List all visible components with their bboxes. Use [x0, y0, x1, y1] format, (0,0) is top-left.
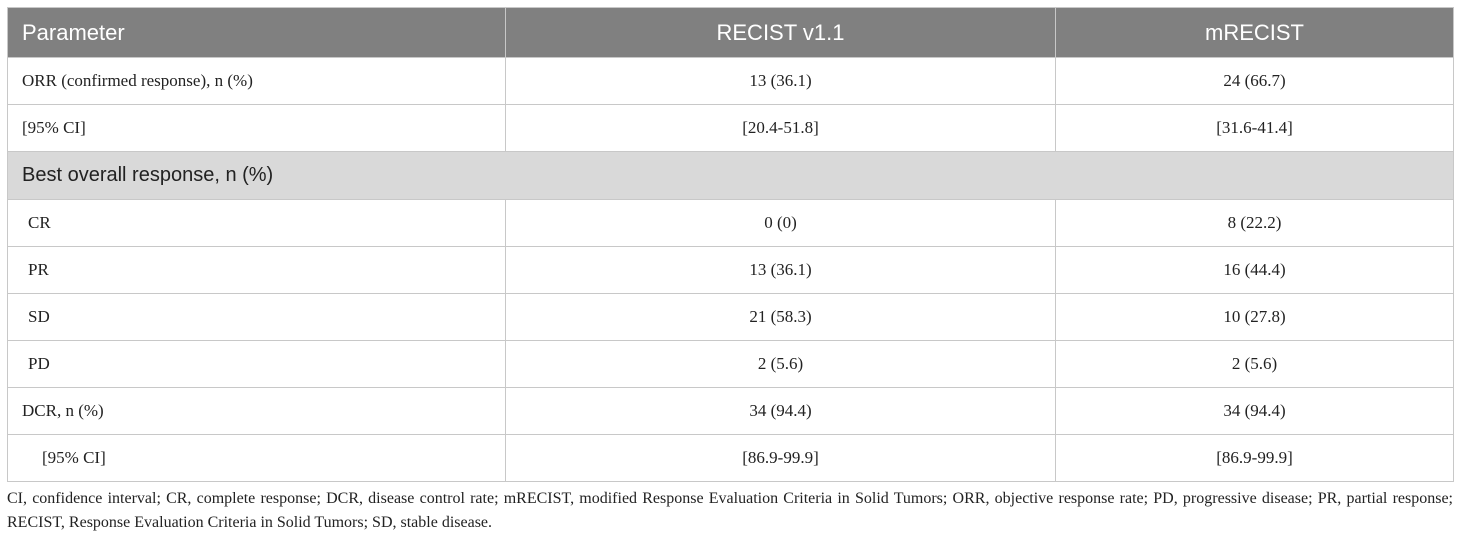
table-cell: 34 (94.4) [505, 387, 1056, 435]
table-cell: [95% CI] [7, 104, 506, 152]
table-cell: 13 (36.1) [505, 246, 1056, 294]
table-row: SD 21 (58.3) 10 (27.8) [7, 293, 1454, 341]
table-cell: 16 (44.4) [1055, 246, 1454, 294]
table-row: [95% CI] [20.4-51.8] [31.6-41.4] [7, 104, 1454, 152]
column-header: mRECIST [1055, 7, 1454, 58]
table-cell: 21 (58.3) [505, 293, 1056, 341]
table-row: DCR, n (%) 34 (94.4) 34 (94.4) [7, 387, 1454, 435]
table-cell: 10 (27.8) [1055, 293, 1454, 341]
table-cell: SD [7, 293, 506, 341]
table-row: Best overall response, n (%) [7, 151, 1454, 200]
table-row: [95% CI] [86.9-99.9] [86.9-99.9] [7, 434, 1454, 482]
table-cell: ORR (confirmed response), n (%) [7, 57, 506, 105]
table-cell: [86.9-99.9] [1055, 434, 1454, 482]
table-body: ORR (confirmed response), n (%) 13 (36.1)… [7, 57, 1454, 482]
table-cell: 8 (22.2) [1055, 199, 1454, 247]
table-cell: DCR, n (%) [7, 387, 506, 435]
table-row: CR 0 (0) 8 (22.2) [7, 199, 1454, 247]
table-cell: [20.4-51.8] [505, 104, 1056, 152]
table-cell: CR [7, 199, 506, 247]
column-header: Parameter [7, 7, 506, 58]
table-cell: 34 (94.4) [1055, 387, 1454, 435]
table-cell: [86.9-99.9] [505, 434, 1056, 482]
table-cell: [31.6-41.4] [1055, 104, 1454, 152]
results-table: Parameter RECIST v1.1 mRECIST ORR (confirm… [7, 7, 1454, 482]
table-cell: PD [7, 340, 506, 388]
table-cell: PR [7, 246, 506, 294]
column-header: RECIST v1.1 [505, 7, 1056, 58]
table-row: PD 2 (5.6) 2 (5.6) [7, 340, 1454, 388]
footnote: CI, confidence interval; CR, complete re… [7, 490, 1453, 531]
table-cell: 13 (36.1) [505, 57, 1056, 105]
table-cell: Best overall response, n (%) [7, 151, 1454, 200]
header-row: Parameter RECIST v1.1 mRECIST [7, 7, 1454, 58]
table-cell: 2 (5.6) [505, 340, 1056, 388]
table-cell: [95% CI] [7, 434, 506, 482]
table-row: ORR (confirmed response), n (%) 13 (36.1)… [7, 57, 1454, 105]
table-row: PR 13 (36.1) 16 (44.4) [7, 246, 1454, 294]
table-cell: 0 (0) [505, 199, 1056, 247]
table-cell: 24 (66.7) [1055, 57, 1454, 105]
table-cell: 2 (5.6) [1055, 340, 1454, 388]
